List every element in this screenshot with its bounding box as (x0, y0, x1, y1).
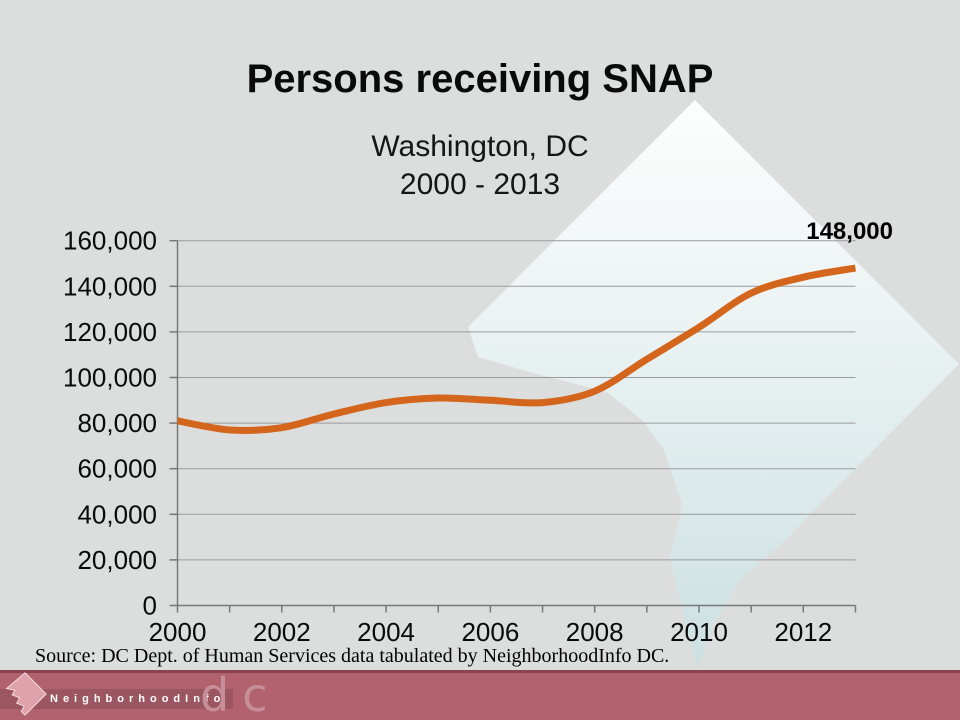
y-axis-label: 120,000 (63, 317, 157, 347)
y-axis-label: 40,000 (77, 499, 157, 529)
data-label-2013: 148,000 (806, 218, 893, 245)
y-axis-label: 100,000 (63, 363, 157, 393)
dc-diamond-logo-icon (5, 672, 47, 716)
x-axis-label: 2004 (357, 617, 415, 647)
y-axis-label: 140,000 (63, 271, 157, 301)
x-axis-label: 2006 (461, 617, 519, 647)
snap-series-line (176, 264, 857, 434)
footer-brand-bar: NeighborhoodInfo dc (0, 668, 960, 720)
footer-brand-suffix: dc (200, 668, 281, 720)
x-axis-label: 2008 (566, 617, 624, 647)
y-axis-label: 20,000 (77, 545, 157, 575)
x-axis-label: 2012 (774, 617, 832, 647)
footer-brand-band (0, 689, 233, 709)
y-axis-label: 80,000 (77, 408, 157, 438)
source-note: Source: DC Dept. of Human Services data … (35, 645, 670, 667)
x-axis-label: 2010 (670, 617, 728, 647)
page-title: Persons receiving SNAP (246, 57, 714, 101)
chart-subtitle-location: Washington, DC (371, 130, 589, 163)
x-axis-label: 2000 (149, 617, 207, 647)
footer-brand-name: NeighborhoodInfo (50, 693, 226, 705)
y-axis-label: 60,000 (77, 454, 157, 484)
x-axis-label: 2002 (253, 617, 311, 647)
dc-diamond-shape (468, 100, 959, 668)
y-axis-label: 0 (143, 591, 157, 621)
chart-subtitle-years: 2000 - 2013 (399, 168, 561, 201)
y-axis-label: 160,000 (63, 226, 157, 256)
